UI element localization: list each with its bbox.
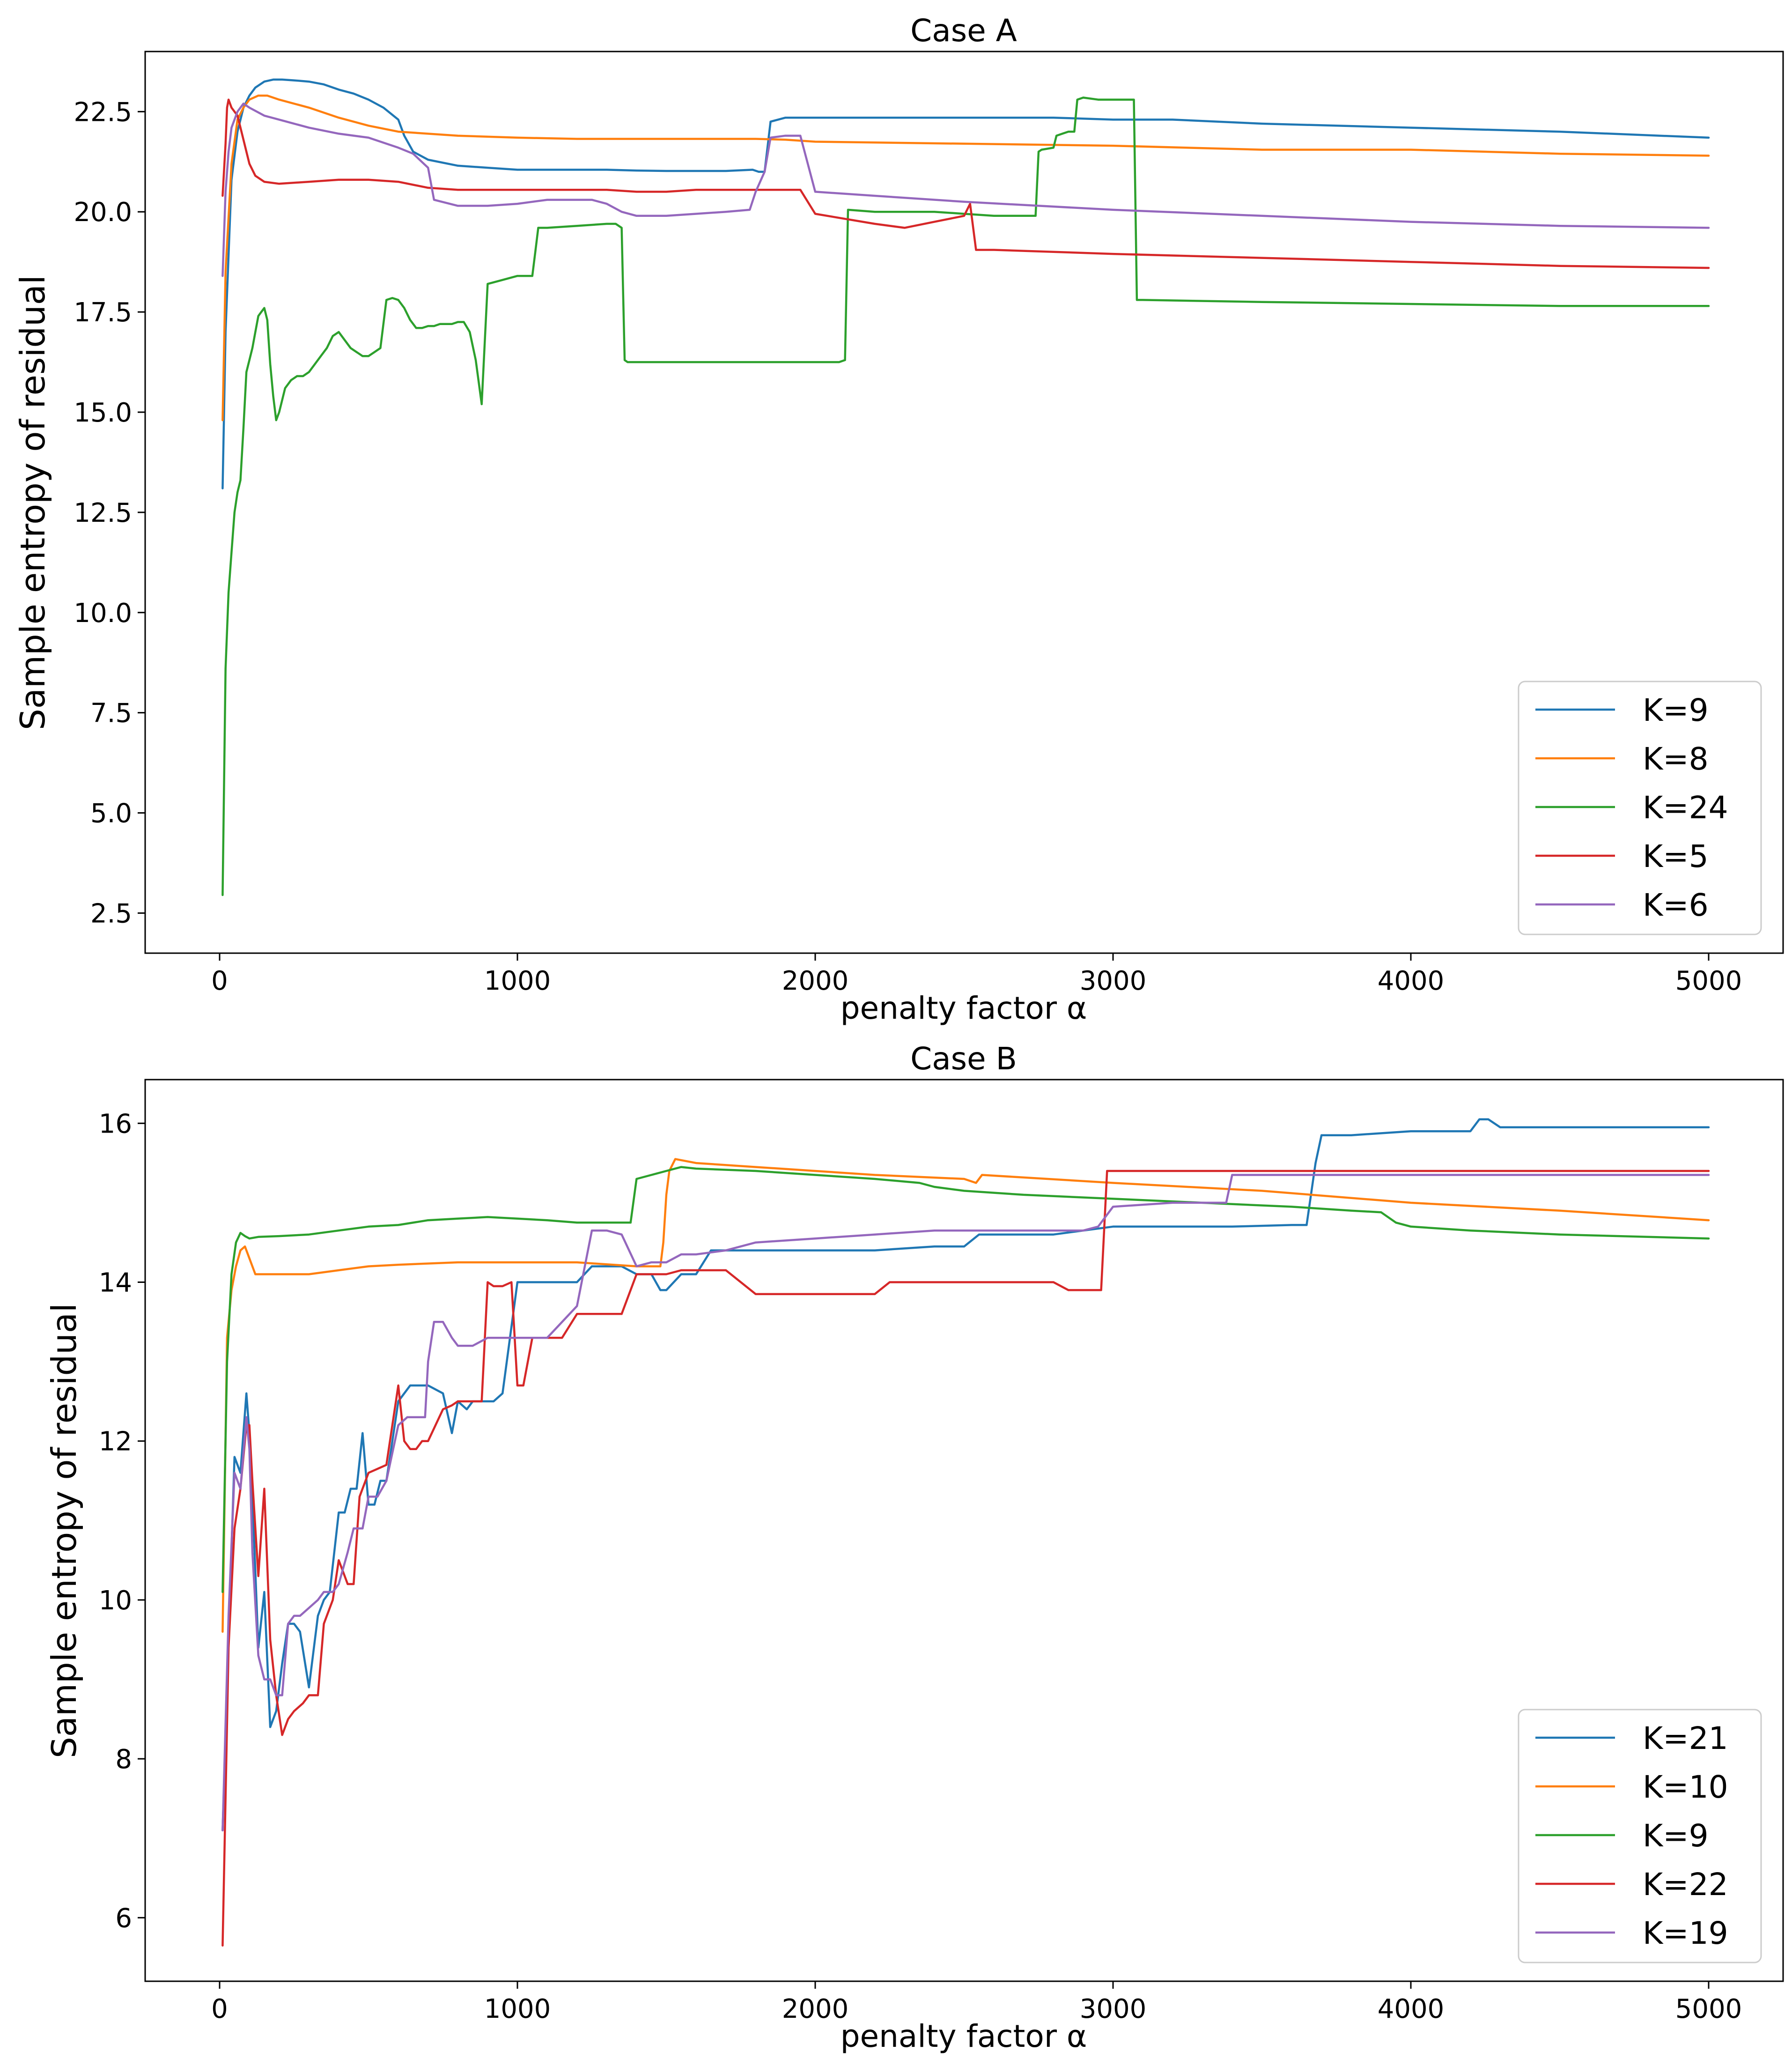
- legend-label: K=9: [1643, 692, 1709, 728]
- series-line-k-8: [221, 94, 1710, 422]
- x-tick-label: 1000: [484, 966, 551, 996]
- legend-label: K=19: [1643, 1915, 1728, 1951]
- y-axis-label: Sample entropy of residual: [44, 1303, 84, 1758]
- legend-box: [1518, 1709, 1762, 1963]
- legend-label: K=6: [1643, 887, 1709, 923]
- plot-frame: [144, 51, 1784, 954]
- y-tick-label: 14: [99, 1267, 132, 1298]
- series-line-k-21: [221, 1118, 1710, 1832]
- x-tick-label: 2000: [782, 966, 849, 996]
- y-tick-label: 22.5: [74, 97, 132, 127]
- series-line-k-9: [221, 78, 1710, 489]
- y-tick-label: 12: [99, 1427, 132, 1457]
- y-tick-label: 12.5: [74, 498, 132, 528]
- legend-label: K=21: [1643, 1720, 1728, 1756]
- x-tick-label: 3000: [1080, 1994, 1147, 2024]
- legend-label: K=22: [1643, 1866, 1728, 1903]
- y-tick-label: 10: [99, 1585, 132, 1616]
- series-line-k-24: [221, 96, 1710, 896]
- y-tick-label: 6: [115, 1903, 132, 1933]
- x-tick-label: 5000: [1675, 1994, 1742, 2024]
- y-tick-label: 7.5: [90, 698, 132, 729]
- y-tick-label: 2.5: [90, 898, 132, 929]
- plot-frame: [144, 1079, 1784, 1982]
- legend: K=9 K=8 K=24 K=5 K=6: [1518, 681, 1762, 935]
- y-tick-label: 8: [115, 1744, 132, 1775]
- chart-title: Case B: [910, 1041, 1017, 1077]
- panel-case-b: Case B 0 1000 2000 3000 4000 5000 6810121416 …: [44, 1041, 1784, 2054]
- y-axis-label: Sample entropy of residual: [13, 275, 52, 730]
- y-tick-label: 17.5: [74, 297, 132, 328]
- panel-case-a: Case A 0 1000 2000 3000 4000 5000 2.5 5.0 7.5 10…: [13, 13, 1784, 1026]
- series-line-k-5: [221, 98, 1710, 269]
- x-tick-label: 1000: [484, 1994, 551, 2024]
- y-tick-label: 10.0: [74, 598, 132, 629]
- y-tick-label: 15.0: [74, 398, 132, 428]
- x-tick-label: 0: [211, 966, 228, 996]
- x-tick-label: 3000: [1080, 966, 1147, 996]
- series-line-k-22: [221, 1170, 1710, 1947]
- legend-label: K=10: [1643, 1769, 1728, 1805]
- chart-title: Case A: [910, 13, 1017, 49]
- legend-label: K=8: [1643, 741, 1709, 777]
- y-tick-label: 5.0: [90, 799, 132, 829]
- series-line-k-9: [221, 1166, 1710, 1593]
- y-tick-label: 16: [99, 1109, 132, 1139]
- x-tick-label: 2000: [782, 1994, 849, 2024]
- series-line-k-6: [221, 102, 1710, 277]
- y-tick-label: 20.0: [74, 197, 132, 228]
- legend-box: [1518, 681, 1762, 935]
- legend-label: K=9: [1643, 1818, 1709, 1854]
- x-axis-label: penalty factor α: [841, 990, 1087, 1026]
- x-tick-label: 5000: [1675, 966, 1742, 996]
- x-tick-label: 4000: [1378, 1994, 1445, 2024]
- legend-label: K=24: [1643, 790, 1728, 826]
- series-line-k-19: [221, 1174, 1710, 1832]
- series-line-k-10: [221, 1158, 1710, 1633]
- legend: K=21 K=10 K=9 K=22 K=19: [1518, 1709, 1762, 1963]
- x-axis-label: penalty factor α: [841, 2018, 1087, 2054]
- legend-label: K=5: [1643, 838, 1709, 874]
- x-tick-label: 0: [211, 1994, 228, 2024]
- x-tick-label: 4000: [1378, 966, 1445, 996]
